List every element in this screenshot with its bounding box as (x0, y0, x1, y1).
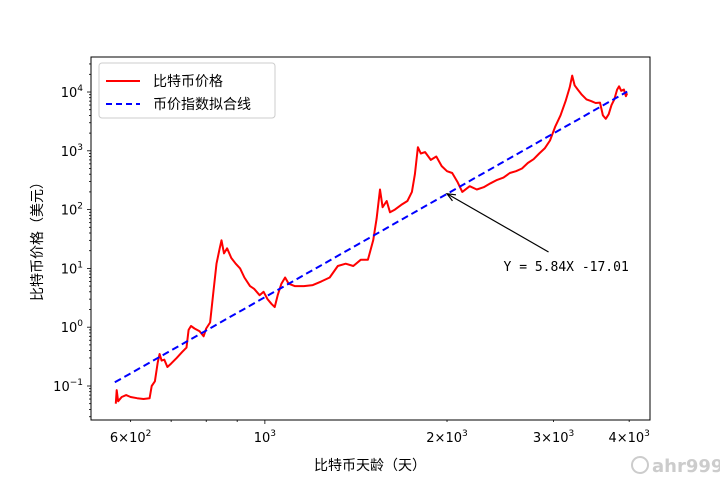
x-axis-label: 比特币天龄（天） (314, 458, 426, 474)
y-axis-label: 比特币价格（美元） (30, 175, 46, 301)
x-tick-label: 103 (254, 429, 276, 446)
y-tick-label: 100 (61, 319, 84, 336)
legend: 比特币价格 币价指数拟合线 (98, 62, 276, 119)
legend-price-label: 比特币价格 (153, 74, 223, 90)
price-line (114, 74, 629, 404)
y-tick-label: 102 (61, 202, 83, 219)
x-tick-label: 6×102 (110, 429, 151, 446)
y-tick-label: 103 (61, 143, 83, 160)
annotation-arrow (446, 193, 549, 253)
x-tick-label: 2×103 (426, 429, 467, 446)
watermark-text: ahr999 (652, 456, 720, 477)
watermark: ahr999 (631, 456, 720, 477)
y-tick-label: 10−1 (53, 378, 83, 395)
y-tick-label: 104 (61, 84, 84, 101)
annotation-arrowhead (445, 192, 457, 202)
legend-fit-label: 币价指数拟合线 (153, 97, 251, 113)
x-tick-label: 3×103 (533, 429, 574, 446)
fit-line (114, 90, 628, 384)
x-tick-label: 4×103 (608, 429, 649, 446)
weibo-icon (631, 456, 649, 474)
y-tick-label: 101 (61, 260, 83, 277)
axes-frame (90, 56, 651, 421)
legend-box (98, 62, 276, 119)
fit-annotation: Y = 5.84X -17.01 (445, 192, 629, 275)
fit-series (114, 90, 628, 384)
price-series (114, 74, 629, 404)
annotation-text: Y = 5.84X -17.01 (504, 260, 629, 275)
